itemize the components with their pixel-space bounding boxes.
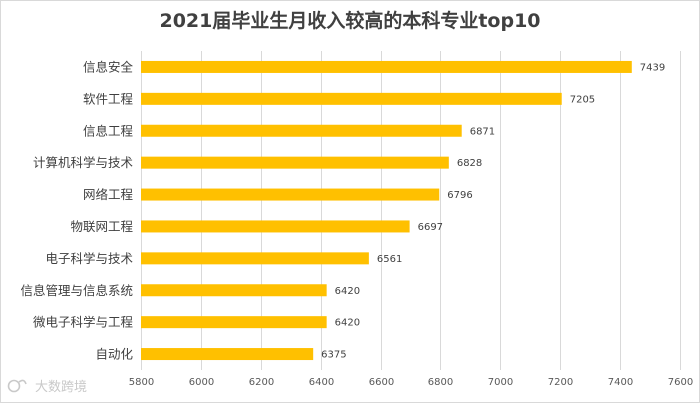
- logo-icon: [7, 379, 27, 393]
- value-label: 7205: [570, 94, 595, 105]
- value-label: 6697: [418, 222, 443, 233]
- category-label: 信息管理与信息系统: [20, 283, 133, 298]
- bar-7: [141, 252, 369, 265]
- x-axis-ticks: 5800 6000 6200 6400 6600 6800 7000 7200 7400 7600: [129, 377, 693, 388]
- chart-title: 2021届毕业生月收入较高的本科专业top10: [159, 9, 540, 32]
- x-tick-label: 7400: [608, 377, 633, 388]
- x-tick-label: 7000: [488, 377, 513, 388]
- watermark-text: 大数跨境: [35, 380, 87, 395]
- category-label: 电子科学与技术: [45, 251, 133, 266]
- bar-1: [141, 60, 632, 73]
- bar-3: [141, 124, 462, 137]
- category-labels: 信息安全软件工程信息工程计算机科学与技术网络工程物联网工程电子科学与技术信息管理…: [20, 59, 133, 361]
- x-tick-label: 6600: [369, 377, 394, 388]
- category-label: 物联网工程: [70, 219, 133, 234]
- value-label: 6561: [377, 254, 402, 265]
- bar-2: [141, 92, 562, 105]
- value-label: 6420: [335, 286, 360, 297]
- value-label: 6796: [447, 190, 472, 201]
- bars: [141, 60, 632, 361]
- x-tick-label: 7600: [668, 377, 693, 388]
- x-tick-label: 7200: [548, 377, 573, 388]
- x-tick-label: 5800: [129, 377, 154, 388]
- value-label: 6375: [321, 350, 346, 361]
- category-label: 网络工程: [83, 187, 134, 202]
- bar-8: [141, 284, 327, 297]
- x-tick-label: 6200: [249, 377, 274, 388]
- category-label: 信息工程: [83, 123, 134, 138]
- x-tick-label: 6000: [189, 377, 214, 388]
- category-label: 微电子科学与工程: [33, 315, 134, 330]
- category-label: 计算机科学与技术: [33, 155, 134, 170]
- value-label: 6871: [470, 126, 495, 137]
- x-tick-label: 6800: [428, 377, 453, 388]
- value-label: 7439: [640, 62, 665, 73]
- category-label: 自动化: [95, 347, 133, 362]
- value-label: 6420: [335, 318, 360, 329]
- category-label: 信息安全: [83, 59, 134, 74]
- bar-9: [141, 316, 327, 329]
- category-label: 软件工程: [83, 91, 134, 106]
- bar-10: [141, 348, 314, 361]
- bar-5: [141, 188, 440, 201]
- watermark: 大数跨境: [7, 379, 87, 395]
- bar-4: [141, 156, 449, 169]
- value-label: 6828: [457, 158, 482, 169]
- value-labels: 7439 7205 6871 6828 6796 6697 6561 6420 6420 6375: [321, 62, 665, 360]
- bar-6: [141, 220, 410, 233]
- x-tick-label: 6400: [309, 377, 334, 388]
